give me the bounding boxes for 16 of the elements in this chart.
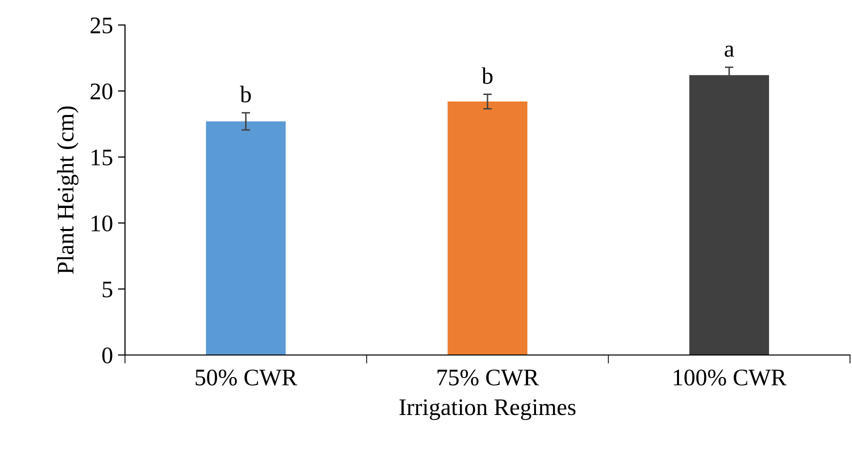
bar: [448, 102, 528, 355]
bar: [206, 121, 286, 355]
annotation: a: [724, 46, 734, 57]
x-tick-label: 100% CWR: [674, 370, 787, 386]
x-tick-label: 50% CWR: [196, 370, 298, 386]
y-tick-label: 10: [92, 215, 112, 232]
x-axis-title: Irrigation Regimes: [400, 399, 576, 420]
y-tick-label: 20: [90, 83, 112, 100]
y-tick-label: 15: [92, 150, 112, 166]
x-tick-label: 75% CWR: [438, 370, 539, 386]
y-axis-title: Plant Height (cm): [56, 106, 78, 274]
annotation: b: [482, 67, 493, 84]
annotation: b: [240, 86, 251, 102]
y-tick-label: 5: [102, 282, 112, 298]
y-tick-label: 25: [90, 18, 112, 34]
y-tick-label: 0: [102, 347, 112, 364]
